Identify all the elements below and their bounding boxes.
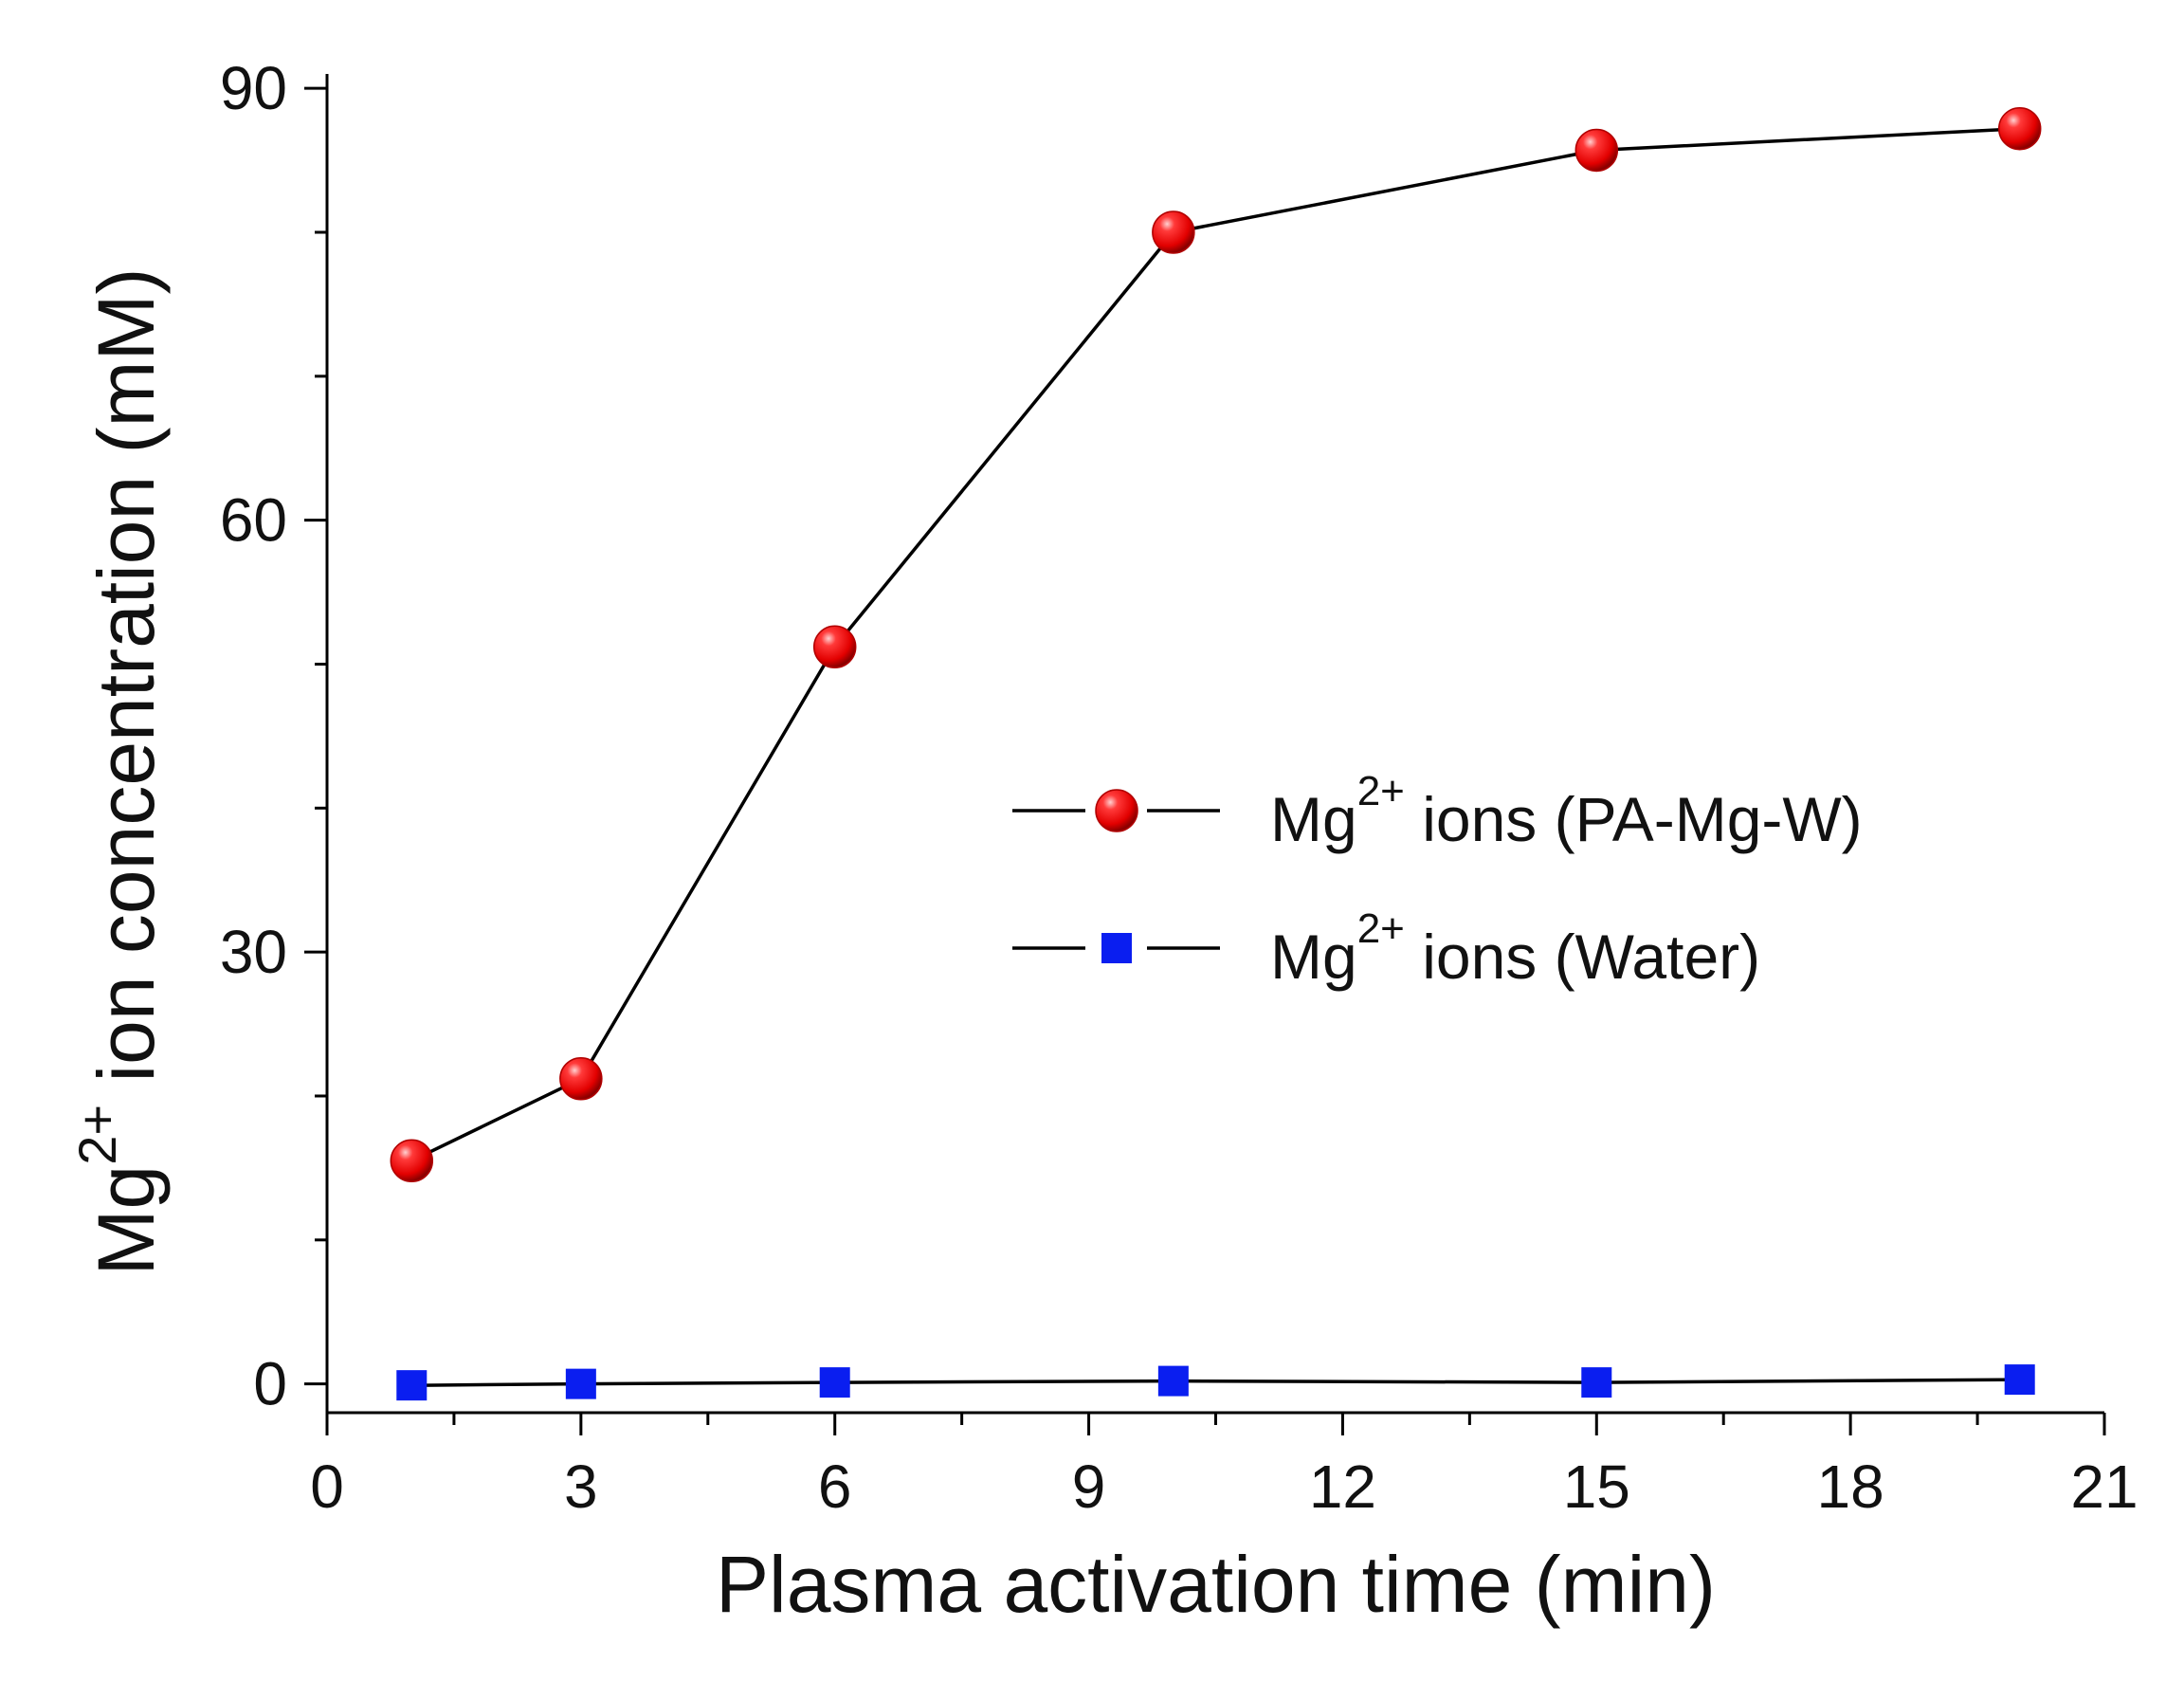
data-point (812, 625, 857, 669)
x-tick-label: 9 (1072, 1453, 1106, 1521)
x-tick-label: 15 (1563, 1453, 1630, 1521)
data-point (396, 1370, 428, 1401)
legend-entry-1: Mg2+ ions (PA-Mg-W) (1012, 768, 1863, 854)
legend: Mg2+ ions (PA-Mg-W) Mg2+ ions (Water) (1012, 768, 1863, 992)
legend-marker (1101, 933, 1132, 963)
data-point (1997, 106, 2042, 151)
y-tick-label: 60 (220, 486, 287, 555)
x-axis-title: Plasma activation time (min) (716, 1540, 1716, 1629)
y-tick-label: 90 (220, 54, 287, 122)
data-point (1152, 210, 1195, 254)
y-tick-label: 30 (220, 918, 287, 986)
series-1 (390, 106, 2042, 1183)
data-point (1157, 1365, 1189, 1397)
y-axis-title: Mg2+ ion concentration (mM) (67, 268, 171, 1276)
x-tick-label: 12 (1309, 1453, 1376, 1521)
data-point (2004, 1364, 2035, 1396)
x-tick-label: 6 (818, 1453, 852, 1521)
legend-marker (1095, 789, 1138, 832)
axes (325, 74, 2104, 1415)
data-point (565, 1368, 596, 1399)
data-point (390, 1139, 434, 1183)
data-point (1574, 128, 1619, 173)
x-tick-label: 21 (2070, 1453, 2138, 1521)
series-2 (396, 1364, 2035, 1401)
data-point (559, 1057, 603, 1101)
legend-label: Mg2+ ions (Water) (1270, 905, 1760, 992)
axis-titles: Plasma activation time (min) Mg2+ ion con… (67, 268, 1716, 1629)
x-tick-label: 18 (1817, 1453, 1884, 1521)
legend-entry-2: Mg2+ ions (Water) (1012, 905, 1760, 992)
x-tick-label: 3 (564, 1453, 598, 1521)
data-point (1581, 1367, 1612, 1398)
legend-label: Mg2+ ions (PA-Mg-W) (1270, 768, 1863, 854)
series-line (411, 1378, 2020, 1387)
series-line (410, 126, 2020, 1162)
y-tick-label: 0 (253, 1350, 287, 1418)
ticks: 0 3 6 9 12 15 18 21 0 30 60 90 (220, 54, 2138, 1521)
series (390, 106, 2042, 1401)
data-point (819, 1367, 850, 1398)
x-tick-label: 0 (310, 1453, 344, 1521)
